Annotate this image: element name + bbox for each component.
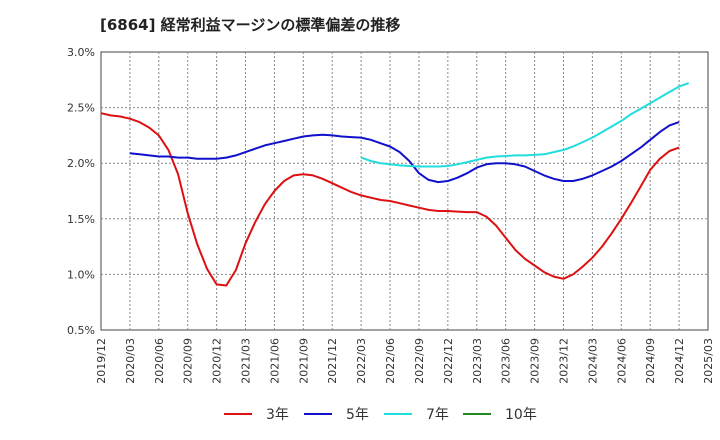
x-tick-label: 2020/06 bbox=[153, 338, 166, 384]
grid-lines bbox=[101, 52, 708, 330]
plot-area bbox=[100, 51, 709, 331]
x-tick-label: 2024/12 bbox=[673, 338, 686, 384]
x-axis-ticks: 2019/12 2020/03 2020/06 2020/09 2020/12 2021/… bbox=[95, 338, 715, 384]
x-tick-label: 2021/03 bbox=[240, 338, 253, 384]
x-tick-label: 2022/12 bbox=[442, 338, 455, 384]
chart-title: [6864] 経常利益マージンの標準偏差の推移 bbox=[100, 16, 401, 34]
legend-label-5年: 5年 bbox=[346, 407, 369, 423]
legend-label-3年: 3年 bbox=[266, 407, 289, 423]
x-tick-label: 2023/12 bbox=[557, 338, 570, 384]
legend-label-7年: 7年 bbox=[426, 407, 449, 423]
legend-label-10年: 10年 bbox=[505, 407, 537, 423]
x-tick-label: 2020/09 bbox=[182, 338, 195, 384]
x-tick-label: 2022/09 bbox=[413, 338, 426, 384]
x-tick-label: 2025/03 bbox=[702, 338, 715, 384]
series-line-7年 bbox=[360, 82, 690, 168]
x-tick-label: 2023/03 bbox=[471, 338, 484, 384]
series-lines bbox=[100, 82, 690, 287]
y-axis-ticks: 0.5% 1.0% 1.5% 2.0% 2.5% 3.0% bbox=[67, 46, 95, 337]
x-tick-label: 2022/06 bbox=[384, 338, 397, 384]
y-tick-label: 1.0% bbox=[67, 268, 95, 281]
x-tick-label: 2023/09 bbox=[529, 338, 542, 384]
x-tick-label: 2020/03 bbox=[124, 338, 137, 384]
x-tick-label: 2024/03 bbox=[586, 338, 599, 384]
x-tick-label: 2022/03 bbox=[355, 338, 368, 384]
x-tick-label: 2019/12 bbox=[95, 338, 108, 384]
x-tick-label: 2024/06 bbox=[615, 338, 628, 384]
y-tick-label: 2.5% bbox=[67, 102, 95, 115]
y-tick-label: 1.5% bbox=[67, 213, 95, 226]
y-tick-label: 3.0% bbox=[67, 46, 95, 59]
legend: 3年 5年 7年 10年 bbox=[224, 407, 537, 423]
y-tick-label: 2.0% bbox=[67, 157, 95, 170]
x-tick-label: 2023/06 bbox=[500, 338, 513, 384]
x-tick-label: 2021/12 bbox=[326, 338, 339, 384]
x-tick-label: 2021/09 bbox=[297, 338, 310, 384]
series-line-3年 bbox=[100, 112, 680, 287]
x-tick-label: 2020/12 bbox=[211, 338, 224, 384]
y-tick-label: 0.5% bbox=[67, 324, 95, 337]
x-tick-label: 2024/09 bbox=[644, 338, 657, 384]
x-tick-label: 2021/06 bbox=[268, 338, 281, 384]
series-line-5年 bbox=[129, 121, 680, 184]
